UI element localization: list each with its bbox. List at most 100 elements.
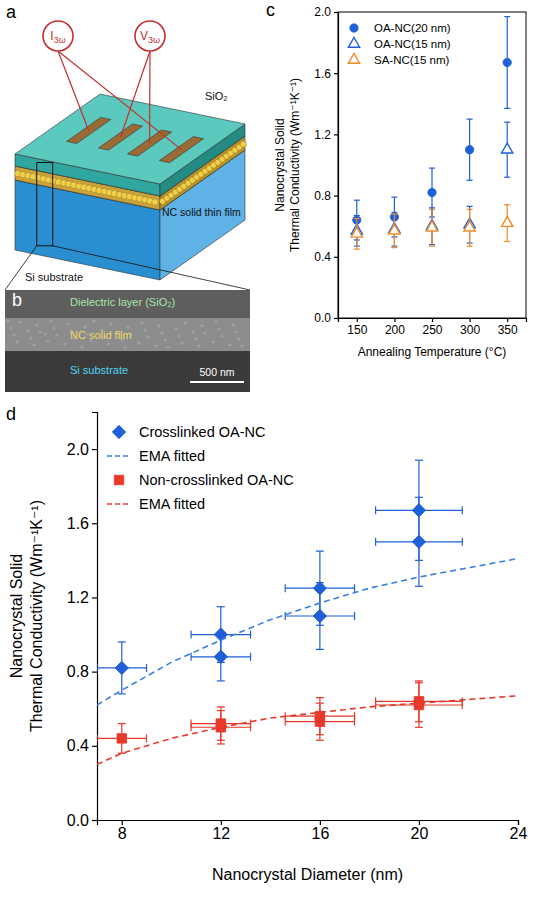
sem-texture <box>203 331 206 334</box>
error-bar-cap <box>354 215 360 216</box>
y-tick-label: 1.2 <box>67 589 89 606</box>
wire <box>149 51 151 143</box>
data-point <box>313 609 326 622</box>
sio2-layer-top <box>15 94 245 184</box>
sem-texture <box>194 337 197 340</box>
sem-texture <box>163 338 166 341</box>
y-tick-label: 0.8 <box>67 663 89 680</box>
x-tick: 200 <box>385 318 405 337</box>
zoom-box <box>37 163 53 246</box>
legend-label: OA-NC(15 nm) <box>374 38 451 50</box>
layer-label: Si substrate <box>25 271 83 283</box>
data-point <box>117 734 126 743</box>
x-axis: 150200250300350 <box>339 318 527 337</box>
y-tick: 0.0 <box>314 311 338 325</box>
legend: OA-NC(20 nm) OA-NC(15 nm) SA-NC(15 nm) <box>348 22 450 66</box>
y-tick: 0.8 <box>67 663 97 680</box>
sem-label: NC solid film <box>70 329 132 341</box>
sem-texture <box>66 322 69 325</box>
y-tick-mark <box>92 746 97 747</box>
meter <box>43 21 73 51</box>
legend-label: OA-NC(20 nm) <box>374 22 451 34</box>
y-tick-mark <box>92 672 97 673</box>
error-bar-cap <box>354 218 360 219</box>
data-point <box>502 143 513 153</box>
y-tick: 2.0 <box>314 5 338 19</box>
sem-texture <box>220 334 223 337</box>
y-tick: 1.6 <box>67 515 97 532</box>
error-bar-cap <box>415 586 423 587</box>
y-tick-label: 2.0 <box>314 5 331 19</box>
error-bar-cap <box>504 241 510 242</box>
error-bar-cap <box>467 245 473 246</box>
x-tick: 300 <box>460 318 480 337</box>
x-error-bar-cap <box>354 584 355 592</box>
legend-label: SA-NC(15 nm) <box>374 54 450 66</box>
sem-texture <box>211 340 214 343</box>
sem-texture <box>146 335 149 338</box>
y-tick-mark <box>334 12 338 13</box>
x-tick-label: 250 <box>422 323 442 337</box>
error-bar-cap <box>391 197 397 198</box>
error-bar-cap <box>316 582 324 583</box>
error-bar-cap <box>391 247 397 248</box>
sem-texture <box>92 319 95 322</box>
legend-swatch <box>348 53 359 63</box>
x-error-bar-cap <box>97 664 98 672</box>
sem-texture <box>157 324 160 327</box>
legend-label: Crosslinked OA-NC <box>139 424 266 440</box>
x-axis-line <box>98 821 519 826</box>
legend-swatch <box>107 503 131 505</box>
sem-sio2 <box>5 290 250 318</box>
x-error-bar-cap <box>97 734 98 742</box>
sem-texture <box>180 341 183 344</box>
x-tick: 250 <box>422 318 442 337</box>
sem-si <box>5 351 250 392</box>
meter-label: V3ω <box>140 29 160 45</box>
sem-texture <box>43 332 46 335</box>
data-point <box>503 58 511 66</box>
legend-swatch <box>112 425 125 438</box>
x-tick-mark <box>419 820 420 825</box>
x-tick-mark <box>320 820 321 825</box>
sem-texture <box>80 345 83 348</box>
wire <box>58 51 181 150</box>
x-tick-mark <box>432 318 433 322</box>
y-tick: 0.4 <box>314 250 338 264</box>
y-tick: 0.8 <box>314 189 338 203</box>
x-tick-label: 24 <box>510 825 528 842</box>
error-bar <box>118 724 126 754</box>
y-tick-mark <box>92 820 97 821</box>
error-bar-cap <box>415 680 423 681</box>
error-bar-cap <box>467 118 473 119</box>
x-tick-mark <box>394 318 395 322</box>
y-tick: 1.6 <box>314 67 338 81</box>
error-bar-cap <box>217 740 225 741</box>
y-tick-mark <box>92 523 97 524</box>
zoom-line <box>53 246 250 290</box>
y-axis: 0.00.40.81.21.62.0 <box>67 413 98 829</box>
x-axis: 812162024 <box>98 820 528 842</box>
error-bar-cap <box>467 206 473 207</box>
sem-texture <box>38 330 41 333</box>
sem-texture <box>231 323 234 326</box>
sem-texture <box>154 344 157 347</box>
x-tick-mark <box>357 318 358 322</box>
panel-label: b <box>12 290 22 310</box>
zoom-line <box>5 246 37 290</box>
sem-texture <box>49 319 52 322</box>
nanocrystal <box>152 199 158 205</box>
x-tick-mark <box>470 318 471 322</box>
sem-texture <box>234 330 237 333</box>
sem-label: Dielectric layer (SiO₂) <box>70 296 175 308</box>
x-error-bar-cap <box>146 664 147 672</box>
sem-texture <box>6 319 9 322</box>
sem-texture <box>32 343 35 346</box>
y-tick-label: 0.0 <box>67 812 89 829</box>
sem-texture <box>15 340 18 343</box>
sem-texture <box>214 320 217 323</box>
x-error-bar-cap <box>462 506 463 514</box>
y-tick-mark <box>334 134 338 135</box>
x-axis-title: Nanocrystal Diameter (nm) <box>212 866 403 883</box>
x-error-bar-cap <box>191 720 192 728</box>
